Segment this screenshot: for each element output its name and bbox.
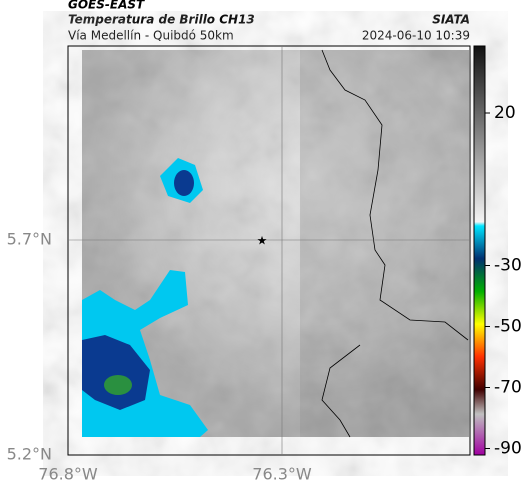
cold-cell-core — [174, 170, 194, 196]
map: ★ — [67, 45, 471, 456]
frame — [67, 45, 471, 456]
lon-tick-label: 76.8°W — [38, 465, 98, 484]
lat-tick-label: 5.2°N — [7, 445, 52, 464]
cold-core — [82, 335, 150, 410]
colorbar-ticks: 20 -30 -50 -70 -90 — [485, 103, 522, 459]
borders — [321, 49, 469, 438]
colorbar-tick-label: 20 — [494, 103, 516, 123]
colorbar-tick-label: -50 — [494, 317, 522, 337]
source: GOES-EAST — [68, 0, 145, 12]
colorbar-tick-label: -90 — [494, 439, 522, 459]
lon-tick-label: 76.3°W — [252, 465, 312, 484]
timestamp: 2024-06-10 10:39 — [362, 29, 470, 43]
colorbar-tick-label: -70 — [494, 378, 522, 398]
colorbar — [473, 45, 486, 456]
subtitle: Vía Medellín - Quibdó 50km — [68, 29, 234, 43]
axes: 5.7°N 5.2°N76.8°W 76.3°W — [7, 230, 312, 484]
title: Temperatura de Brillo CH13 — [68, 13, 255, 27]
cold-core-center — [104, 375, 132, 395]
credit: SIATA — [432, 13, 470, 27]
lat-tick-label: 5.7°N — [7, 230, 52, 249]
header: GOES-EAST Temperatura de Brillo CH13 Vía… — [68, 0, 470, 43]
location-marker: ★ — [257, 234, 268, 248]
colorbar-tick-label: -30 — [494, 256, 522, 276]
